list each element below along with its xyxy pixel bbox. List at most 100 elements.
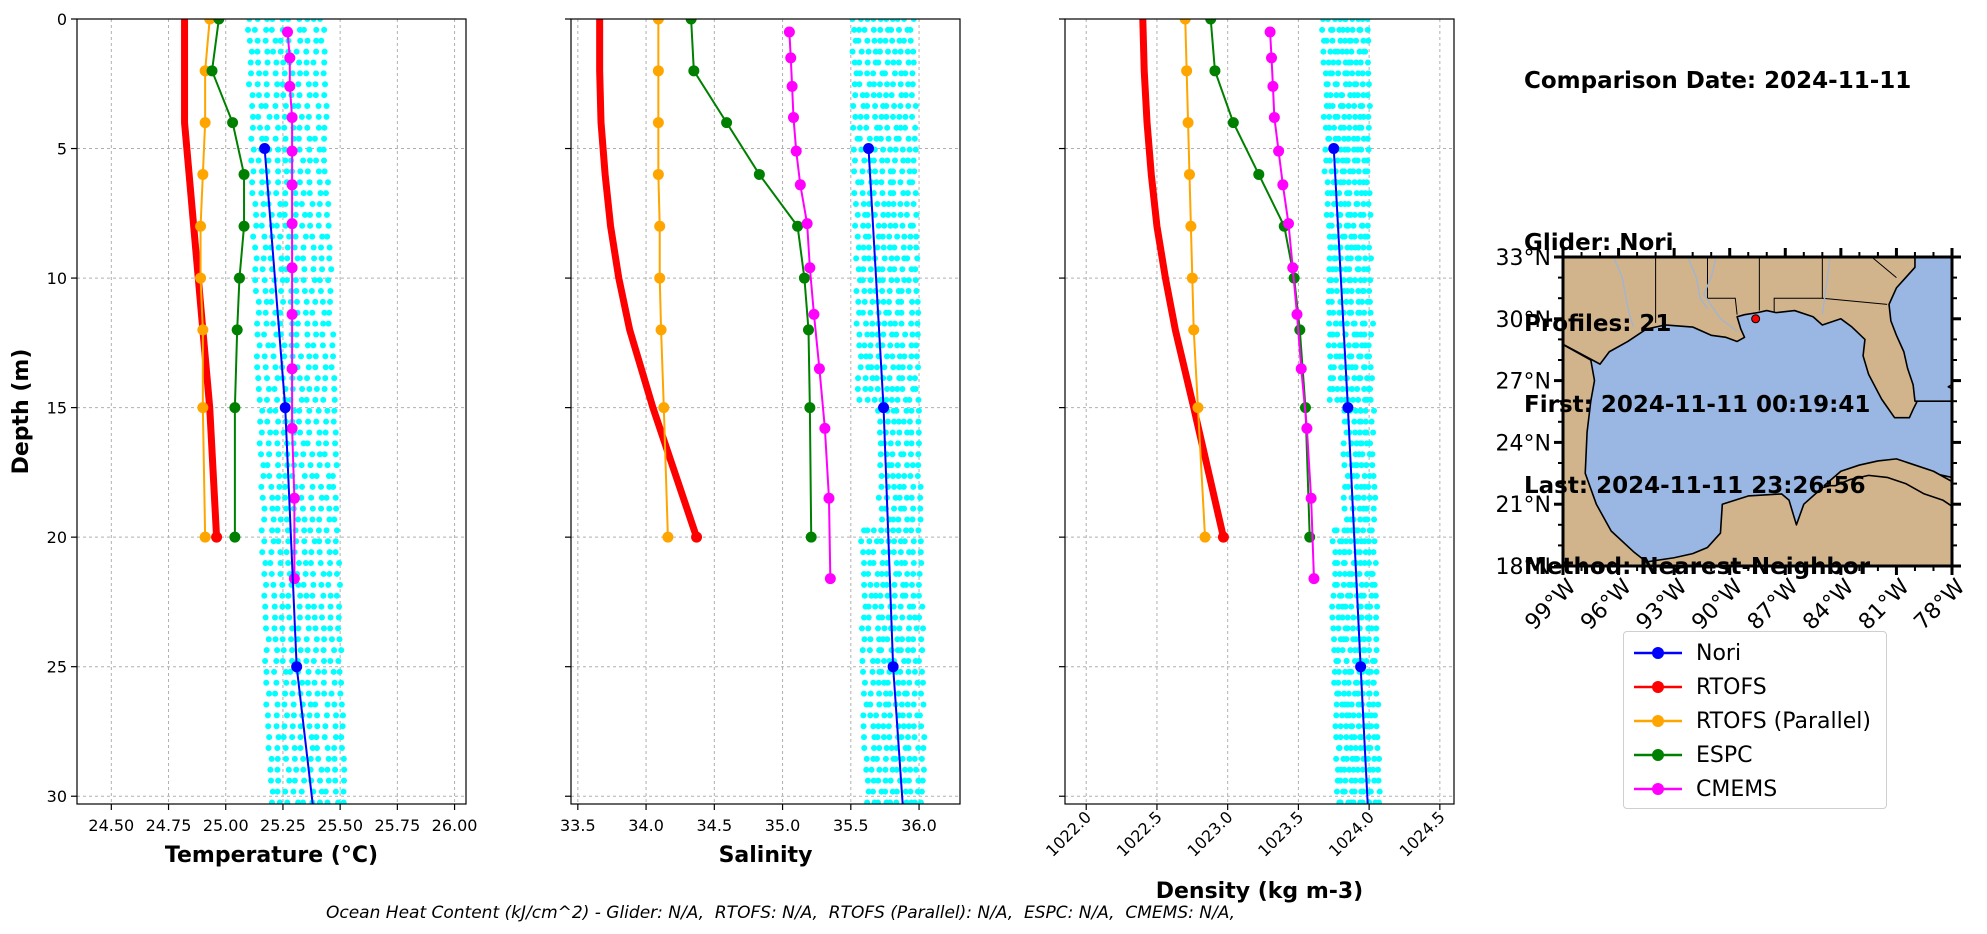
glider-profile-point — [277, 549, 284, 556]
glider-profile-point — [902, 331, 909, 338]
glider-profile-point — [1330, 309, 1337, 316]
glider-profile-point — [332, 549, 339, 556]
glider-profile-point — [1353, 190, 1360, 197]
glider-profile-point — [917, 494, 924, 501]
glider-profile-point — [331, 701, 338, 708]
glider-profile-point — [920, 766, 927, 773]
glider-profile-point — [886, 233, 893, 240]
glider-profile-point — [275, 179, 282, 186]
glider-profile-point — [250, 168, 257, 175]
glider-profile-point — [883, 113, 890, 120]
glider-profile-point — [317, 560, 324, 567]
glider-profile-point — [870, 777, 877, 784]
glider-profile-point — [281, 70, 288, 77]
glider-profile-point — [1332, 549, 1339, 556]
glider-profile-point — [907, 244, 914, 251]
glider-profile-point — [259, 407, 266, 414]
glider-profile-point — [296, 92, 303, 99]
glider-profile-point — [898, 298, 905, 305]
glider-profile-point — [1367, 364, 1374, 371]
glider-profile-point — [336, 636, 343, 643]
series-point-nori — [279, 402, 291, 414]
glider-profile-point — [897, 549, 904, 556]
glider-profile-point — [915, 527, 922, 534]
glider-profile-point — [1344, 157, 1351, 164]
glider-profile-point — [248, 135, 255, 142]
glider-profile-point — [860, 266, 867, 273]
glider-profile-point — [1343, 723, 1350, 730]
glider-profile-point — [900, 244, 907, 251]
y-tick-label: 5 — [57, 140, 67, 159]
glider-profile-point — [887, 320, 894, 327]
glider-profile-point — [1354, 473, 1361, 480]
glider-profile-point — [1328, 222, 1335, 229]
series-point-espc — [206, 65, 218, 77]
glider-profile-point — [1325, 59, 1332, 66]
glider-profile-point — [249, 179, 256, 186]
glider-profile-point — [858, 538, 865, 545]
glider-profile-point — [316, 200, 323, 207]
glider-profile-point — [867, 342, 874, 349]
glider-profile-point — [308, 494, 315, 501]
glider-profile-point — [333, 505, 340, 512]
series-line-rtofs — [1139, 19, 1227, 541]
glider-profile-point — [883, 570, 890, 577]
glider-profile-point — [338, 701, 345, 708]
glider-profile-point — [1331, 342, 1338, 349]
glider-profile-point — [906, 614, 913, 621]
glider-profile-point — [296, 59, 303, 66]
glider-profile-point — [1364, 157, 1371, 164]
glider-profile-point — [1372, 592, 1379, 599]
state-border — [1773, 257, 1823, 313]
x-tick-label: 36.0 — [901, 816, 937, 835]
glider-profile-point — [919, 679, 926, 686]
legend-label-rtofs-parallel: RTOFS (Parallel) — [1696, 708, 1871, 734]
glider-profile-point — [1358, 146, 1365, 153]
glider-profile-point — [894, 255, 901, 262]
glider-profile-point — [856, 342, 863, 349]
glider-profile-point — [266, 690, 273, 697]
glider-profile-point — [322, 723, 329, 730]
glider-profile-point — [278, 288, 285, 295]
glider-profile-point — [1358, 418, 1365, 425]
glider-profile-point — [272, 407, 279, 414]
glider-profile-point — [908, 527, 915, 534]
glider-profile-point — [881, 255, 888, 262]
glider-profile-point — [867, 581, 874, 588]
glider-profile-point — [876, 690, 883, 697]
glider-profile-point — [865, 48, 872, 55]
glider-profile-point — [915, 745, 922, 752]
glider-profile-point — [916, 712, 923, 719]
glider-profile-point — [326, 309, 333, 316]
glider-profile-point — [277, 570, 284, 577]
glider-profile-point — [1364, 516, 1371, 523]
glider-profile-point — [1362, 48, 1369, 55]
glider-profile-point — [1350, 614, 1357, 621]
glider-profile-point — [875, 59, 882, 66]
glider-profile-point — [1335, 679, 1342, 686]
glider-profile-point — [920, 625, 927, 632]
glider-profile-point — [306, 712, 313, 719]
glider-profile-point — [910, 647, 917, 654]
glider-profile-point — [1333, 320, 1340, 327]
glider-profile-point — [885, 298, 892, 305]
x-tick-label: 1022.5 — [1113, 807, 1166, 860]
glider-profile-point — [307, 755, 314, 762]
glider-profile-point — [852, 222, 859, 229]
glider-profile-point — [1365, 70, 1372, 77]
glider-profile-point — [1329, 385, 1336, 392]
glider-profile-point — [909, 309, 916, 316]
glider-profile-point — [264, 48, 271, 55]
glider-profile-point — [1359, 799, 1366, 804]
glider-profile-point — [905, 625, 912, 632]
glider-profile-point — [877, 135, 884, 142]
glider-profile-point — [859, 277, 866, 284]
series-point-espc — [1205, 19, 1217, 25]
glider-profile-point — [304, 331, 311, 338]
glider-profile-point — [262, 37, 269, 44]
glider-profile-point — [907, 26, 914, 33]
glider-profile-point — [1334, 331, 1341, 338]
glider-profile-point — [311, 255, 318, 262]
glider-profile-point — [1370, 679, 1377, 686]
glider-profile-point — [861, 679, 868, 686]
